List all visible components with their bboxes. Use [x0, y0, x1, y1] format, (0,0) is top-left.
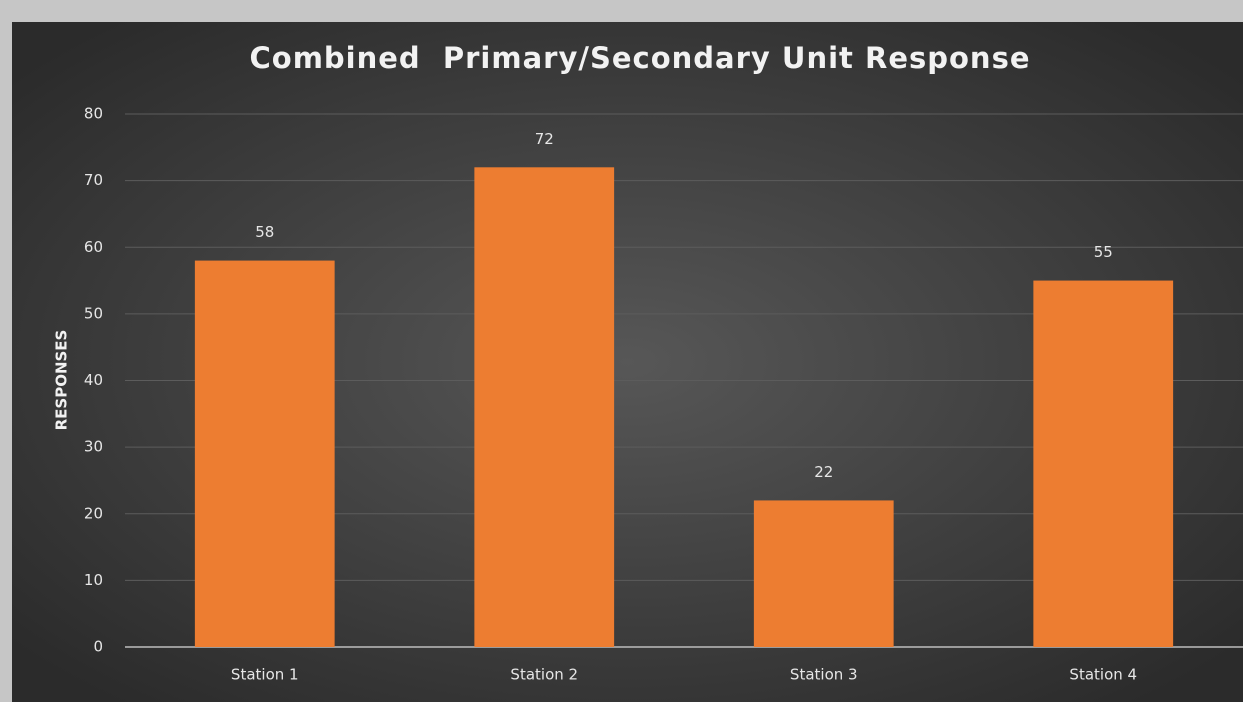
data-label: 22 [814, 463, 833, 481]
y-tick-label: 0 [93, 638, 103, 656]
y-tick-label: 80 [84, 105, 103, 123]
x-tick-label: Station 4 [1069, 666, 1137, 684]
chart-title: Combined Primary/Secondary Unit Response [249, 41, 1030, 75]
y-tick-label: 40 [84, 371, 103, 389]
y-axis-label: RESPONSES [53, 330, 71, 431]
y-tick-label: 30 [84, 438, 103, 456]
x-tick-label: Station 2 [510, 666, 578, 684]
y-tick-label: 10 [84, 571, 103, 589]
data-label: 58 [255, 223, 274, 241]
bar [1033, 280, 1174, 647]
bar [194, 260, 335, 647]
bar [474, 167, 615, 648]
y-tick-label: 70 [84, 171, 103, 189]
data-label: 55 [1094, 243, 1113, 261]
y-tick-label: 60 [84, 238, 103, 256]
data-label: 72 [535, 130, 554, 148]
x-tick-label: Station 3 [790, 666, 858, 684]
y-tick-label: 50 [84, 304, 103, 322]
bar [753, 500, 894, 647]
x-tick-label: Station 1 [231, 666, 299, 684]
y-tick-label: 20 [84, 504, 103, 522]
